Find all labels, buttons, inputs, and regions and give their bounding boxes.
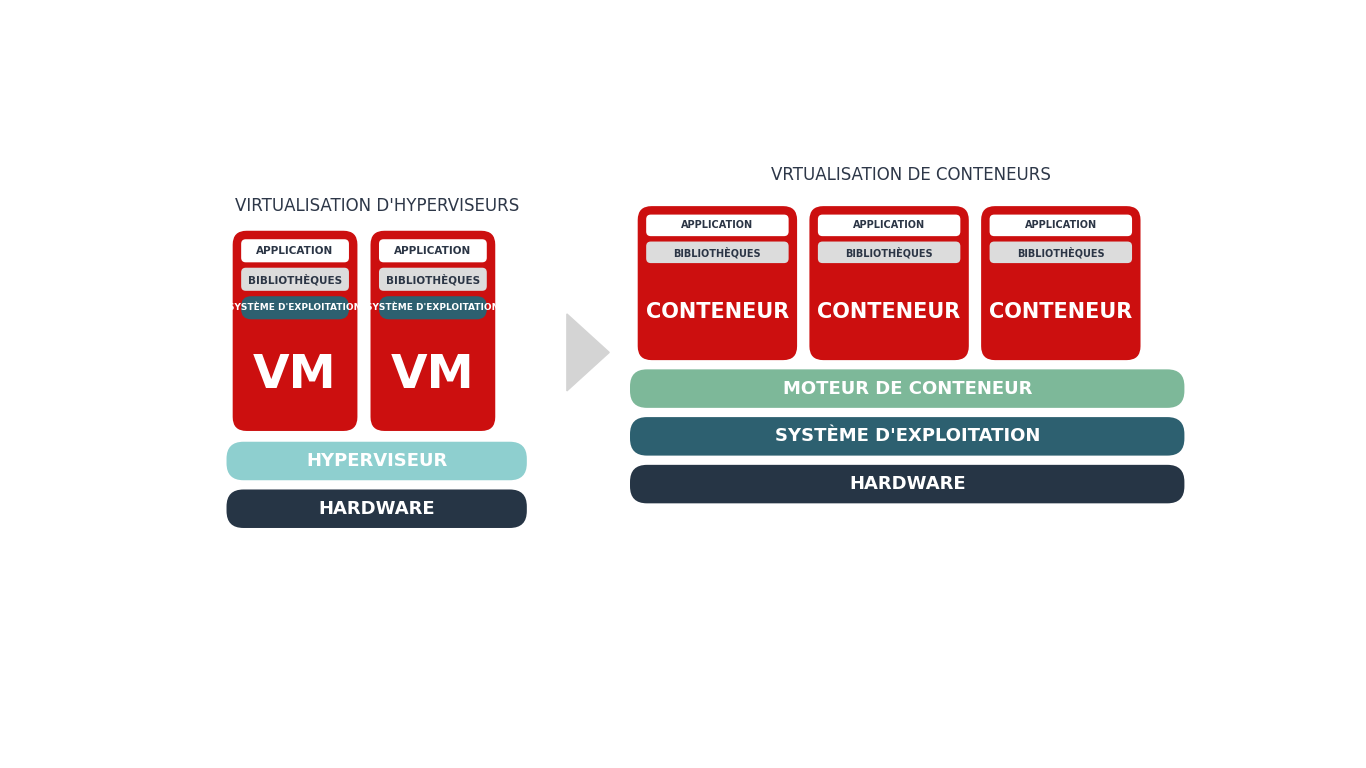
Text: APPLICATION: APPLICATION <box>852 220 925 230</box>
FancyBboxPatch shape <box>818 242 960 263</box>
Text: VIRTUALISATION D'HYPERVISEURS: VIRTUALISATION D'HYPERVISEURS <box>235 197 519 215</box>
FancyBboxPatch shape <box>242 268 348 291</box>
FancyBboxPatch shape <box>646 242 788 263</box>
Text: VM: VM <box>253 353 337 398</box>
FancyBboxPatch shape <box>981 206 1141 360</box>
Text: BIBLIOTHÈQUES: BIBLIOTHÈQUES <box>385 273 479 285</box>
Text: BIBLIOTHÈQUES: BIBLIOTHÈQUES <box>249 273 342 285</box>
FancyBboxPatch shape <box>630 465 1184 503</box>
FancyBboxPatch shape <box>370 230 496 431</box>
FancyBboxPatch shape <box>227 442 527 480</box>
FancyBboxPatch shape <box>232 230 358 431</box>
Text: SYSTÈME D'EXPLOITATION: SYSTÈME D'EXPLOITATION <box>228 303 362 313</box>
Text: MOTEUR DE CONTENEUR: MOTEUR DE CONTENEUR <box>783 379 1031 398</box>
Text: VM: VM <box>391 353 475 398</box>
Text: HYPERVISEUR: HYPERVISEUR <box>306 452 447 470</box>
FancyBboxPatch shape <box>242 239 348 263</box>
Text: BIBLIOTHÈQUES: BIBLIOTHÈQUES <box>1018 247 1105 258</box>
FancyBboxPatch shape <box>227 489 527 528</box>
FancyBboxPatch shape <box>989 214 1132 236</box>
FancyBboxPatch shape <box>378 296 486 319</box>
FancyBboxPatch shape <box>646 214 788 236</box>
FancyBboxPatch shape <box>989 242 1132 263</box>
FancyBboxPatch shape <box>242 296 348 319</box>
Text: VRTUALISATION DE CONTENEURS: VRTUALISATION DE CONTENEURS <box>772 167 1050 184</box>
Text: APPLICATION: APPLICATION <box>682 220 754 230</box>
Text: APPLICATION: APPLICATION <box>257 246 333 256</box>
FancyBboxPatch shape <box>818 214 960 236</box>
Text: SYSTÈME D'EXPLOITATION: SYSTÈME D'EXPLOITATION <box>775 427 1040 445</box>
FancyBboxPatch shape <box>378 268 486 291</box>
Polygon shape <box>567 314 609 391</box>
FancyBboxPatch shape <box>630 417 1184 455</box>
FancyBboxPatch shape <box>638 206 798 360</box>
Text: CONTENEUR: CONTENEUR <box>989 302 1132 322</box>
FancyBboxPatch shape <box>810 206 968 360</box>
Text: SYSTÈME D'EXPLOITATION: SYSTÈME D'EXPLOITATION <box>366 303 500 313</box>
Text: CONTENEUR: CONTENEUR <box>817 302 960 322</box>
FancyBboxPatch shape <box>630 369 1184 408</box>
Text: APPLICATION: APPLICATION <box>1024 220 1097 230</box>
Text: CONTENEUR: CONTENEUR <box>646 302 790 322</box>
Text: HARDWARE: HARDWARE <box>318 500 434 518</box>
Text: BIBLIOTHÈQUES: BIBLIOTHÈQUES <box>673 247 761 258</box>
Text: APPLICATION: APPLICATION <box>395 246 471 256</box>
FancyBboxPatch shape <box>378 239 486 263</box>
Text: BIBLIOTHÈQUES: BIBLIOTHÈQUES <box>846 247 933 258</box>
Text: HARDWARE: HARDWARE <box>848 475 966 493</box>
